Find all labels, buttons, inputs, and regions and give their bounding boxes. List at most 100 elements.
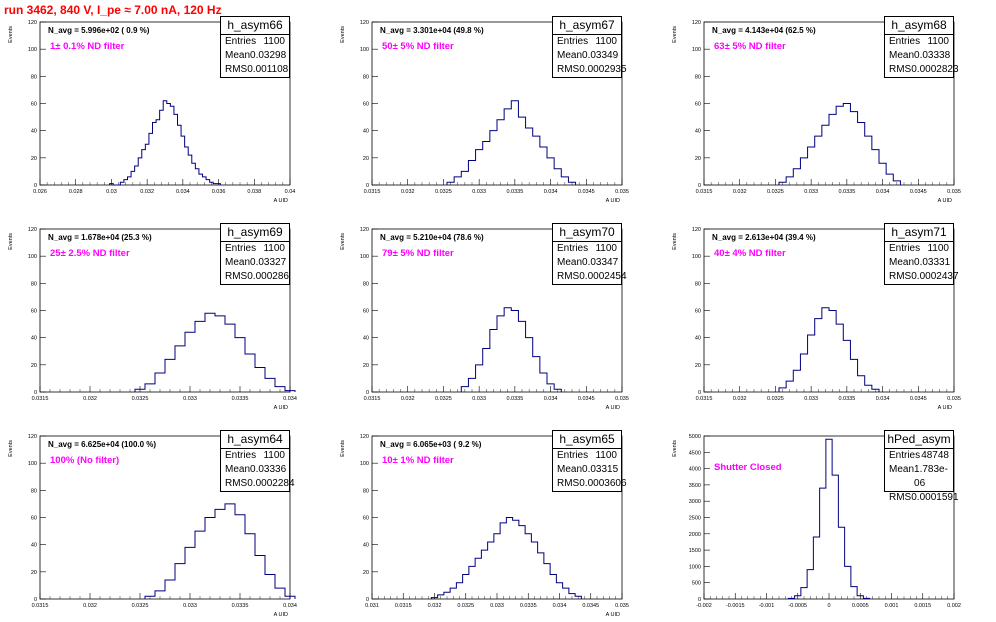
rms-label: RMS xyxy=(557,64,580,75)
y-tick-label: 120 xyxy=(360,227,369,233)
y-tick-label: 60 xyxy=(363,102,369,108)
x-tick-label: 0.032 xyxy=(401,396,415,402)
mean-value: 0.03298 xyxy=(250,50,287,61)
entries-label: Entries xyxy=(557,36,589,47)
mean-label: Mean xyxy=(225,257,251,268)
filter-label: 50± 5% ND filter xyxy=(382,41,454,52)
mean-row: Mean 0.03315 xyxy=(553,463,621,477)
histogram-line xyxy=(778,103,901,185)
x-tick-label: 0.0325 xyxy=(457,603,474,609)
entries-label: Entries xyxy=(889,450,921,461)
y-tick-label: 0 xyxy=(698,390,701,396)
y-axis-label: Events xyxy=(340,440,346,457)
n-avg-label: N_avg = 2.613e+04 (39.4 %) xyxy=(712,233,816,242)
rms-row: RMS 0.0003606 xyxy=(553,477,627,491)
entries-label: Entries xyxy=(225,450,257,461)
stats-box: h_asym68 Entries 1100 Mean 0.03338 RMS 0.00… xyxy=(884,16,959,78)
y-tick-label: 120 xyxy=(28,227,37,233)
y-tick-label: 20 xyxy=(363,363,369,369)
x-axis-label: A UID xyxy=(606,198,620,204)
y-tick-label: 20 xyxy=(695,156,701,162)
entries-row: Entries 1100 xyxy=(221,449,289,463)
x-tick-label: 0.028 xyxy=(69,189,83,195)
histogram-pad: 0 20 40 60 80 100 120 0.0315 0.032 0.0325 0.033 0.0… xyxy=(332,0,664,207)
y-tick-label: 60 xyxy=(363,309,369,315)
y-tick-label: 0 xyxy=(34,390,37,396)
y-tick-label: 120 xyxy=(360,20,369,26)
y-tick-label: 4500 xyxy=(689,450,701,456)
entries-row: Entries 1100 xyxy=(553,242,621,256)
y-axis-label: Events xyxy=(8,440,14,457)
y-tick-label: 80 xyxy=(31,281,37,287)
filter-label: 10± 1% ND filter xyxy=(382,455,454,466)
entries-label: Entries xyxy=(889,36,921,47)
y-tick-label: 60 xyxy=(695,102,701,108)
x-axis-label: A UID xyxy=(274,198,288,204)
entries-row: Entries 1100 xyxy=(221,242,289,256)
x-tick-label: 0.0315 xyxy=(696,189,713,195)
y-tick-label: 20 xyxy=(363,156,369,162)
histogram-name: h_asym65 xyxy=(553,431,621,449)
x-tick-label: 0.032 xyxy=(83,603,97,609)
x-tick-label: 0.0345 xyxy=(910,396,927,402)
stats-box: h_asym70 Entries 1100 Mean 0.03347 RMS 0.00… xyxy=(552,223,627,285)
y-tick-label: 100 xyxy=(692,47,701,53)
y-tick-label: 40 xyxy=(363,543,369,549)
x-tick-label: 0.033 xyxy=(804,189,818,195)
y-tick-label: 20 xyxy=(363,570,369,576)
rms-label: RMS xyxy=(557,478,580,489)
y-tick-label: 60 xyxy=(31,309,37,315)
stats-box: h_asym71 Entries 1100 Mean 0.03331 RMS 0.00… xyxy=(884,223,959,285)
y-tick-label: 100 xyxy=(360,47,369,53)
histogram-line xyxy=(134,312,296,392)
y-axis-label: Events xyxy=(340,233,346,250)
mean-label: Mean xyxy=(889,257,915,268)
y-tick-label: 0 xyxy=(366,390,369,396)
mean-row: Mean 0.03347 xyxy=(553,256,621,270)
histogram-name: hPed_asym xyxy=(885,431,953,449)
x-tick-label: 0.0345 xyxy=(910,189,927,195)
histogram-pad: 0 20 40 60 80 100 120 0.0315 0.032 0.0325 0.033 0.0… xyxy=(664,207,996,414)
histogram-plot: 0 500 1000 1500 2000 2500 3000 3500 4000 4500 5000… xyxy=(672,434,961,609)
x-tick-label: 0.033 xyxy=(804,396,818,402)
rms-row: RMS 0.0002935 xyxy=(553,63,627,77)
x-tick-label: 0.033 xyxy=(183,603,197,609)
histogram-plot: 0 20 40 60 80 100 120 0.031 0.0315 0.032 0.0325 0.0… xyxy=(340,434,629,618)
x-tick-label: 0.0335 xyxy=(506,396,523,402)
y-tick-label: 0 xyxy=(34,183,37,189)
x-tick-label: 0 xyxy=(827,603,830,609)
y-tick-label: 5000 xyxy=(689,434,701,440)
mean-row: Mean 0.03349 xyxy=(553,49,621,63)
mean-label: Mean xyxy=(889,464,915,475)
rms-row: RMS 0.001108 xyxy=(221,63,289,77)
x-tick-label: -0.001 xyxy=(759,603,775,609)
x-tick-label: 0.0345 xyxy=(582,603,599,609)
y-tick-label: 100 xyxy=(28,47,37,53)
x-tick-label: 0.038 xyxy=(247,189,261,195)
x-tick-label: 0.0345 xyxy=(578,189,595,195)
rms-row: RMS 0.0001591 xyxy=(885,491,959,505)
x-tick-label: 0.0315 xyxy=(696,396,713,402)
entries-value: 1100 xyxy=(595,450,617,461)
rms-row: RMS 0.0002437 xyxy=(885,270,959,284)
x-tick-label: 0.033 xyxy=(472,396,486,402)
n-avg-label: N_avg = 5.210e+04 (78.6 %) xyxy=(380,233,484,242)
y-tick-label: 80 xyxy=(363,74,369,80)
entries-label: Entries xyxy=(225,36,257,47)
mean-value: 0.03327 xyxy=(250,257,287,268)
x-tick-label: 0.04 xyxy=(285,189,296,195)
histogram-pad: 0 500 1000 1500 2000 2500 3000 3500 4000 4500 5000… xyxy=(664,414,996,621)
y-tick-label: 40 xyxy=(31,336,37,342)
y-tick-label: 40 xyxy=(695,129,701,135)
mean-value: 0.03349 xyxy=(582,50,619,61)
y-axis-label: Events xyxy=(8,233,14,250)
entries-row: Entries 48748 xyxy=(885,449,953,463)
entries-value: 1100 xyxy=(263,36,285,47)
y-tick-label: 20 xyxy=(31,156,37,162)
x-tick-label: 0.0325 xyxy=(435,189,452,195)
x-tick-label: 0.0335 xyxy=(232,603,249,609)
entries-value: 1100 xyxy=(263,450,285,461)
filter-label: 63± 5% ND filter xyxy=(714,41,786,52)
x-tick-label: 0.001 xyxy=(885,603,899,609)
x-tick-label: 0.034 xyxy=(544,189,558,195)
